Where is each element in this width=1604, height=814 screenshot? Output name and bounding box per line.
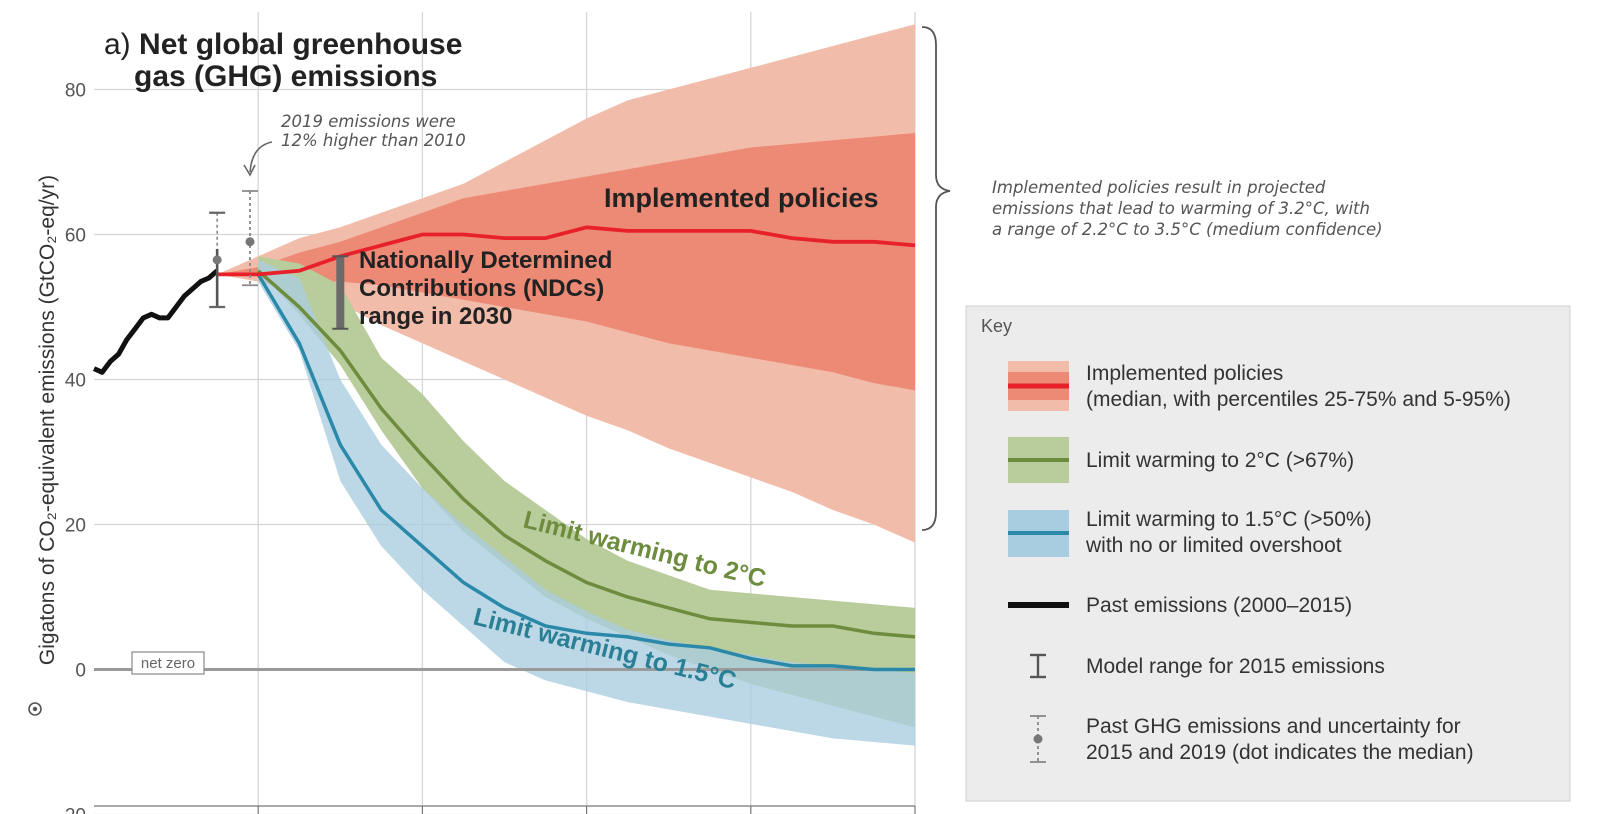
legend-uncertainty-line-2: 2015 and 2019 (dot indicates the median)	[1086, 741, 1474, 764]
legend-item-1-5c: Limit warming to 1.5°C (>50%) with no or…	[1008, 508, 1372, 557]
label-ndc-line-1: Nationally Determined	[359, 247, 612, 274]
brace: Implemented policies result in projected…	[921, 26, 1383, 531]
legend-item-past-emissions: Past emissions (2000–2015)	[1008, 594, 1352, 617]
y-tick-label: 20	[65, 516, 86, 537]
legend-item-implemented: Implemented policies (median, with perce…	[1008, 361, 1511, 411]
median-dot-2019	[245, 237, 255, 247]
median-dot-2015	[212, 255, 222, 265]
chart-title: a) Net global greenhouse gas (GHG) emiss…	[104, 28, 462, 93]
label-ndc-line-3: range in 2030	[359, 303, 512, 330]
band-implemented-25-75	[217, 133, 916, 391]
label-implemented-policies: Implemented policies	[604, 183, 879, 213]
y-tick-label: 80	[65, 81, 86, 102]
median-lines	[92, 225, 916, 672]
line-2c-median	[257, 269, 916, 639]
line-1-5c-median	[256, 273, 915, 672]
brace-note-line-1: Implemented policies result in projected	[992, 178, 1326, 197]
line-implemented-median	[217, 225, 916, 277]
title-prefix: a)	[104, 28, 131, 61]
right-brace	[921, 26, 951, 531]
band-1-5c	[258, 259, 915, 746]
legend-key: Key Implemented policies (median, with p…	[965, 305, 1571, 802]
annotation-2019: 2019 emissions were 12% higher than 2010	[243, 112, 466, 177]
y-axis-info-icon	[28, 702, 42, 716]
ndc-range-2030	[336, 256, 345, 329]
brace-note-line-3: a range of 2.2°C to 3.5°C (medium confid…	[992, 220, 1383, 239]
legend-implemented-line-1: Implemented policies	[1086, 362, 1283, 385]
net-zero-text: net zero	[141, 655, 195, 672]
scenario-bands	[217, 24, 916, 746]
legend-implemented-line-2: (median, with percentiles 25-75% and 5-9…	[1086, 388, 1511, 411]
error-bars	[209, 190, 349, 330]
legend-past-emissions: Past emissions (2000–2015)	[1086, 594, 1352, 617]
legend-item-uncertainty: Past GHG emissions and uncertainty for 2…	[1030, 715, 1474, 764]
legend-title: Key	[981, 316, 1012, 336]
legend-1-5c-line-2: with no or limited overshoot	[1085, 534, 1342, 557]
legend-item-model-range: Model range for 2015 emissions	[1030, 653, 1385, 679]
legend-2c-line-1: Limit warming to 2°C (>67%)	[1086, 449, 1354, 472]
net-zero-label: net zero	[131, 651, 205, 675]
band-2c	[258, 256, 915, 728]
legend-uncertainty-line-1: Past GHG emissions and uncertainty for	[1086, 715, 1461, 738]
line-past-emissions	[92, 268, 219, 375]
title-line-1: Net global greenhouse	[139, 28, 462, 61]
y-tick-label: 60	[65, 226, 86, 247]
y-axis: 80 60 40 20 0 −20 Gigatons of CO₂-equivalent …	[28, 81, 86, 814]
y-tick-label: −20	[54, 806, 86, 814]
note-2019-line-1: 2019 emissions were	[281, 112, 456, 131]
svg-text:a) Net global greenhouse: a) Net global greenhouse	[104, 28, 462, 61]
y-tick-label: 40	[65, 371, 86, 392]
legend-1-5c-line-1: Limit warming to 1.5°C (>50%)	[1086, 508, 1372, 531]
title-line-2: gas (GHG) emissions	[134, 60, 437, 93]
note-2019-line-2: 12% higher than 2010	[281, 131, 466, 150]
y-tick-label: 0	[75, 661, 86, 682]
brace-note-line-2: emissions that lead to warming of 3.2°C,…	[992, 199, 1370, 218]
y-tick-labels: 80 60 40 20 0 −20	[54, 81, 86, 814]
note-2019-arrow	[249, 141, 273, 173]
legend-model-range: Model range for 2015 emissions	[1086, 655, 1385, 678]
legend-item-2c: Limit warming to 2°C (>67%)	[1008, 437, 1354, 483]
zero-line	[94, 668, 916, 814]
y-axis-label: Gigatons of CO₂-equivalent emissions (Gt…	[36, 175, 59, 665]
label-ndc-line-2: Contributions (NDCs)	[359, 275, 604, 302]
